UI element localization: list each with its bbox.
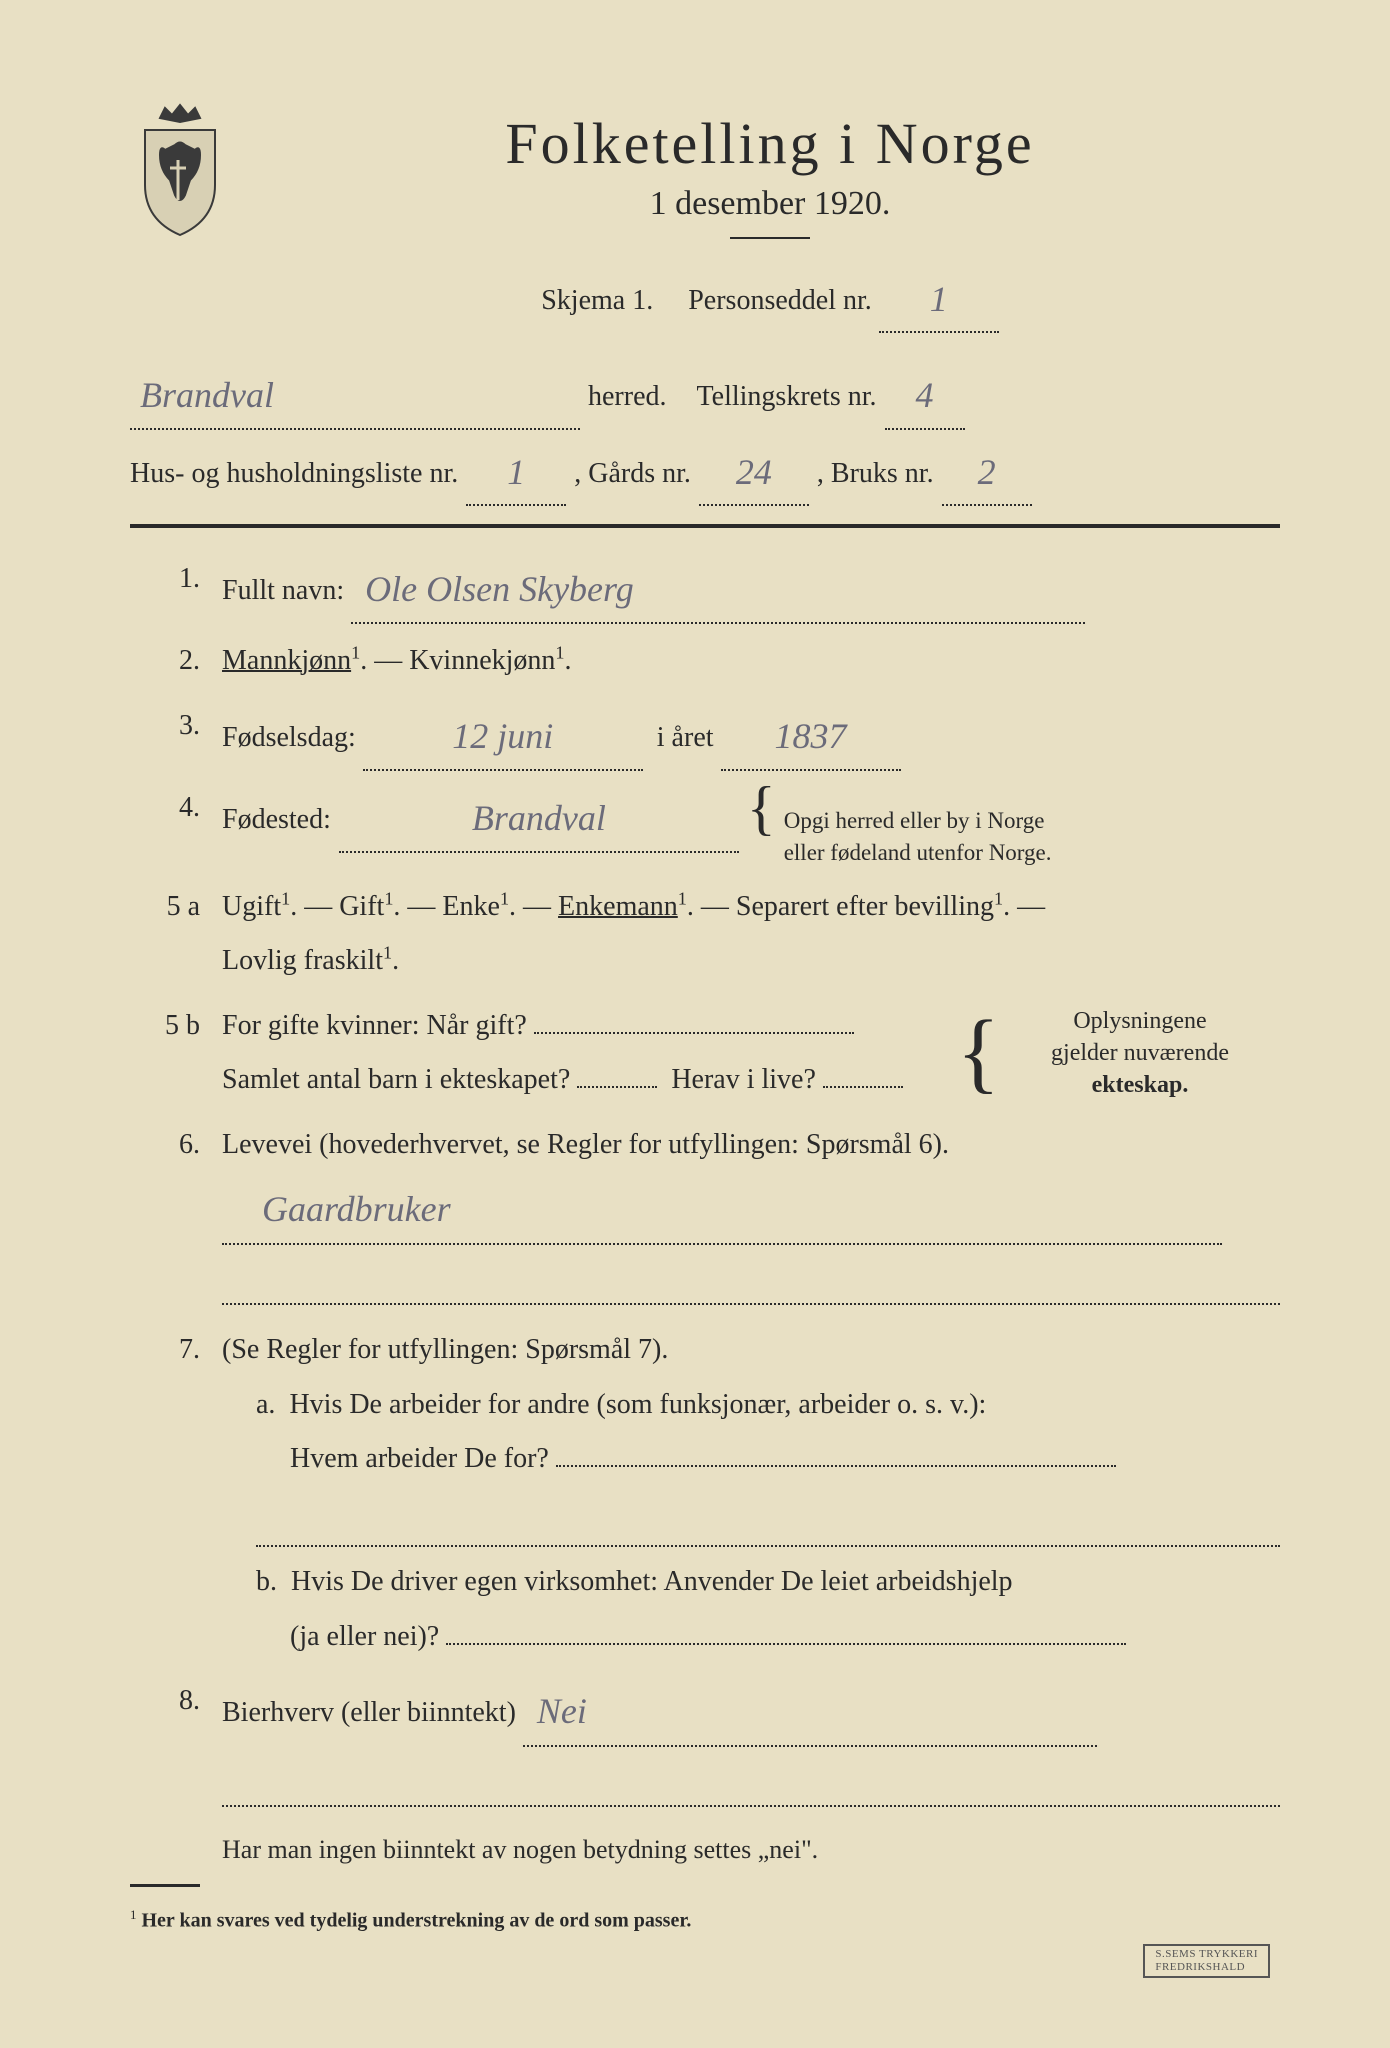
footnote-divider xyxy=(130,1884,200,1887)
question-2: 2. Mannkjønn1. — Kvinnekjønn1. xyxy=(130,634,1280,689)
title-divider xyxy=(730,237,810,239)
q3-day: 12 juni xyxy=(363,699,643,771)
q7-num: 7. xyxy=(130,1323,222,1664)
q8-blank-line xyxy=(222,1755,1280,1807)
q4-num: 4. xyxy=(130,781,222,869)
q5a-enke: Enke xyxy=(442,891,500,922)
herred-label: herred. xyxy=(588,370,667,423)
q7b-value xyxy=(446,1643,1126,1645)
q7b-text1: Hvis De driver egen virksomhet: Anvender… xyxy=(291,1566,1013,1597)
q6-label: Levevei (hovederhvervet, se Regler for u… xyxy=(222,1129,949,1160)
question-1: 1. Fullt navn: Ole Olsen Skyberg xyxy=(130,552,1280,624)
q5b-num: 5 b xyxy=(130,999,222,1108)
title-block: Folketelling i Norge 1 desember 1920. Sk… xyxy=(260,90,1280,339)
coat-of-arms-icon xyxy=(130,100,230,240)
bruks-label: , Bruks nr. xyxy=(817,447,934,500)
census-form-page: Folketelling i Norge 1 desember 1920. Sk… xyxy=(0,0,1390,2048)
personseddel-label: Personseddel nr. xyxy=(688,285,872,316)
q6-blank-line xyxy=(222,1253,1280,1305)
question-6: 6. Levevei (hovederhvervet, se Regler fo… xyxy=(130,1118,1280,1313)
skjema-label: Skjema 1. xyxy=(541,285,653,316)
q7a-blank-line xyxy=(256,1495,1280,1547)
question-3: 3. Fødselsdag: 12 juni i året 1837 xyxy=(130,699,1280,771)
q5b-l1: For gifte kvinner: Når gift? xyxy=(222,1010,527,1041)
q7a-value xyxy=(556,1465,1116,1467)
q7b-label: b. xyxy=(256,1566,277,1597)
q8-num: 8. xyxy=(130,1674,222,1815)
q7-label: (Se Regler for utfyllingen: Spørsmål 7). xyxy=(222,1334,668,1365)
q2-num: 2. xyxy=(130,634,222,689)
q4-value: Brandval xyxy=(339,781,739,853)
q7a-text2: Hvem arbeider De for? xyxy=(256,1443,549,1474)
document-date: 1 desember 1920. xyxy=(260,185,1280,223)
husliste-line: Hus- og husholdningsliste nr. 1 , Gårds … xyxy=(130,436,1280,506)
q6-value: Gaardbruker xyxy=(222,1172,1222,1244)
q1-value: Ole Olsen Skyberg xyxy=(351,552,1085,624)
q3-num: 3. xyxy=(130,699,222,771)
q1-num: 1. xyxy=(130,552,222,624)
q7a-label: a. xyxy=(256,1389,275,1420)
q4-note: Opgi herred eller by i Norge eller fødel… xyxy=(784,805,1052,869)
question-8: 8. Bierhverv (eller biinntekt) Nei xyxy=(130,1674,1280,1815)
footer-line: Har man ingen biinntekt av nogen betydni… xyxy=(130,1825,1280,1874)
q7a-text1: Hvis De arbeider for andre (som funksjon… xyxy=(289,1389,986,1420)
q5b-note: Oplysningene gjelder nuværende ekteskap. xyxy=(1000,1005,1280,1102)
bruks-value: 2 xyxy=(942,436,1032,506)
footnote: 1 Her kan svares ved tydelig understrekn… xyxy=(130,1907,1280,1933)
printer-stamp: S.SEMS TRYKKERI FREDRIKSHALD xyxy=(1143,1944,1270,1978)
q4-label: Fødested: xyxy=(222,793,331,848)
q1-label: Fullt navn: xyxy=(222,575,344,606)
question-4: 4. Fødested: Brandval { Opgi herred elle… xyxy=(130,781,1280,869)
brace-icon: { xyxy=(957,1017,1000,1089)
gards-value: 24 xyxy=(699,436,809,506)
question-5b: 5 b For gifte kvinner: Når gift? Samlet … xyxy=(130,999,1280,1108)
tellingskrets-value: 4 xyxy=(885,359,965,429)
q3-year-label: i året xyxy=(657,722,714,753)
husliste-value: 1 xyxy=(466,436,566,506)
q5b-gift-value xyxy=(534,1032,854,1034)
q5a-lovlig: Lovlig fraskilt xyxy=(222,945,383,976)
q5a-separert: Separert efter bevilling xyxy=(736,891,994,922)
q7b-text2: (ja eller nei)? xyxy=(256,1621,439,1652)
divider-top xyxy=(130,524,1280,528)
document-title: Folketelling i Norge xyxy=(260,110,1280,177)
personseddel-value: 1 xyxy=(879,263,999,333)
q5b-l2b: Herav i live? xyxy=(671,1064,816,1095)
gards-label: , Gårds nr. xyxy=(574,447,691,500)
husliste-label: Hus- og husholdningsliste nr. xyxy=(130,447,458,500)
q5a-ugift: Ugift xyxy=(222,891,281,922)
q2-mann: Mannkjønn xyxy=(222,645,351,676)
q5b-barn-value xyxy=(577,1086,657,1088)
skjema-line: Skjema 1. Personseddel nr. 1 xyxy=(260,263,1280,333)
footnote-text: Her kan svares ved tydelig understreknin… xyxy=(142,1910,692,1932)
q2-kvinne: Kvinnekjønn xyxy=(409,645,555,676)
question-7: 7. (Se Regler for utfyllingen: Spørsmål … xyxy=(130,1323,1280,1664)
q5a-enkemann: Enkemann xyxy=(558,891,678,922)
q5b-live-value xyxy=(823,1086,903,1088)
q6-num: 6. xyxy=(130,1118,222,1313)
q3-year: 1837 xyxy=(721,699,901,771)
question-5a: 5 a Ugift1. — Gift1. — Enke1. — Enkemann… xyxy=(130,880,1280,989)
header: Folketelling i Norge 1 desember 1920. Sk… xyxy=(130,90,1280,339)
q3-label: Fødselsdag: xyxy=(222,722,356,753)
q5a-gift: Gift xyxy=(339,891,384,922)
q8-label: Bierhverv (eller biinntekt) xyxy=(222,1697,516,1728)
q5b-l2a: Samlet antal barn i ekteskapet? xyxy=(222,1064,570,1095)
q5a-num: 5 a xyxy=(130,880,222,989)
herred-value: Brandval xyxy=(130,359,580,429)
q8-value: Nei xyxy=(523,1674,1097,1746)
herred-line: Brandval herred. Tellingskrets nr. 4 xyxy=(130,359,1280,429)
tellingskrets-label: Tellingskrets nr. xyxy=(697,370,877,423)
brace-icon: { xyxy=(747,784,776,832)
